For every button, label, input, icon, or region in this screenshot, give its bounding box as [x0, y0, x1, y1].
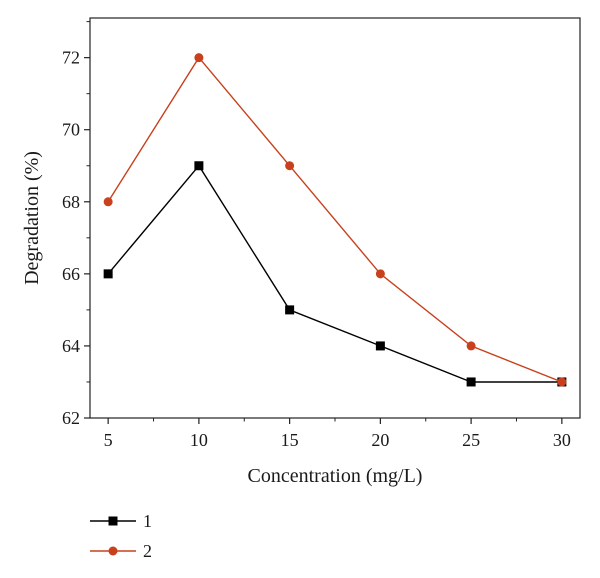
y-tick-label: 62 [62, 408, 80, 428]
x-tick-label: 5 [104, 430, 113, 450]
x-axis: 5 10 15 20 25 30 [104, 418, 571, 450]
series-layer [103, 53, 567, 387]
series-2-point [285, 161, 295, 171]
series-2-point [557, 377, 567, 387]
x-tick-label: 20 [371, 430, 389, 450]
series-1-point [466, 377, 476, 387]
legend-marker-1 [108, 516, 118, 526]
x-tick-label: 30 [553, 430, 571, 450]
series-2-point [194, 53, 204, 63]
legend: 12 [90, 511, 152, 561]
y-tick-label: 64 [62, 336, 80, 356]
y-tick-label: 66 [62, 264, 80, 284]
series-2-point [103, 197, 113, 207]
series-1-line [107, 164, 562, 383]
y-tick-label: 70 [62, 120, 80, 140]
x-tick-label: 10 [190, 430, 208, 450]
y-tick-label: 72 [62, 48, 80, 68]
series-2-point [375, 269, 385, 279]
x-tick-label: 25 [462, 430, 480, 450]
series-1-point [103, 269, 113, 279]
series-1-point [194, 161, 204, 171]
legend-marker-2 [108, 546, 118, 556]
series-1-point [285, 305, 295, 315]
legend-label-2: 2 [143, 541, 152, 561]
series-1-point [375, 341, 385, 351]
plot-frame [89, 17, 581, 419]
y-tick-label: 68 [62, 192, 80, 212]
y-axis: 62 64 66 68 70 72 [62, 21, 90, 428]
x-axis-title: Concentration (mg/L) [248, 465, 423, 487]
legend-label-1: 1 [143, 511, 152, 531]
series-2-point [466, 341, 476, 351]
x-tick-label: 15 [281, 430, 299, 450]
series-2-line [107, 56, 563, 383]
y-axis-title: Degradation (%) [21, 151, 43, 285]
